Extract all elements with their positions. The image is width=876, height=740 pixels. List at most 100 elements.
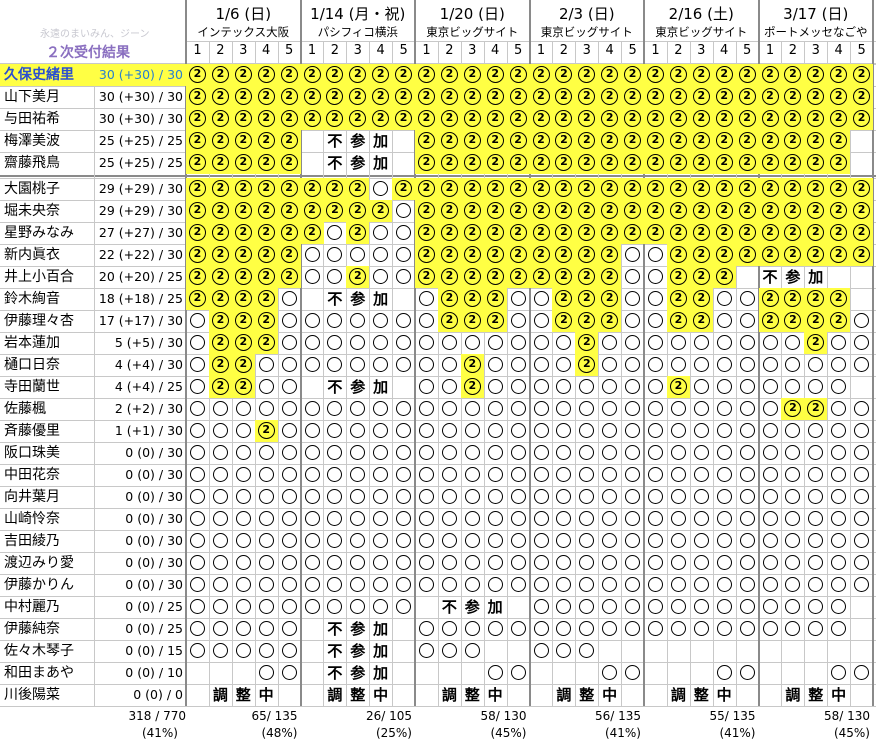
slot-mark bbox=[369, 486, 392, 508]
slot-mark bbox=[461, 662, 484, 684]
slot-mark bbox=[278, 486, 301, 508]
slot-mark bbox=[461, 420, 484, 442]
slot-mark bbox=[507, 420, 530, 442]
member-score: 0 (0) / 10 bbox=[125, 665, 183, 680]
slot-mark bbox=[530, 574, 553, 596]
slot-mark: 2 bbox=[689, 222, 713, 244]
slot-mark bbox=[530, 442, 553, 464]
slot-mark: 2 bbox=[552, 152, 576, 174]
lost-mark bbox=[419, 511, 434, 526]
slot-mark bbox=[713, 530, 736, 552]
slot-mark: 2 bbox=[483, 200, 507, 222]
won-mark: 2 bbox=[532, 66, 550, 83]
lost-mark bbox=[327, 511, 343, 526]
slot-mark bbox=[415, 354, 438, 376]
slot-mark bbox=[804, 552, 827, 574]
won-mark: 2 bbox=[692, 132, 710, 149]
member-name: 渡辺みり愛 bbox=[4, 555, 74, 571]
slot-mark bbox=[278, 596, 301, 618]
slot-mark: 2 bbox=[758, 178, 782, 200]
lost-mark bbox=[602, 489, 618, 504]
slot-mark bbox=[713, 486, 736, 508]
slot-number: 3 bbox=[239, 43, 248, 58]
slot-mark bbox=[232, 552, 255, 574]
slot-mark bbox=[667, 662, 690, 684]
slot-mark bbox=[438, 486, 461, 508]
slot-mark bbox=[713, 398, 736, 420]
lost-mark bbox=[670, 357, 686, 372]
slot-mark bbox=[713, 552, 736, 574]
slot-mark bbox=[392, 152, 415, 174]
lost-mark bbox=[350, 577, 366, 592]
won-mark: 2 bbox=[509, 224, 527, 241]
lost-mark bbox=[579, 577, 595, 592]
slot-mark: 2 bbox=[804, 130, 828, 152]
slot-mark: 2 bbox=[415, 86, 438, 108]
slot-mark bbox=[255, 354, 278, 376]
won-mark: 2 bbox=[486, 66, 504, 83]
slot-mark: 2 bbox=[552, 178, 576, 200]
slot-line bbox=[552, 41, 554, 706]
slot-mark bbox=[736, 398, 759, 420]
slot-mark bbox=[690, 552, 713, 574]
slot-mark bbox=[301, 420, 324, 442]
slot-mark bbox=[598, 354, 621, 376]
lost-mark bbox=[739, 621, 755, 636]
won-mark: 2 bbox=[486, 224, 504, 241]
slot-mark bbox=[255, 376, 278, 398]
slot-mark bbox=[255, 442, 278, 464]
slot-mark bbox=[804, 596, 827, 618]
lost-mark bbox=[785, 533, 801, 548]
slot-mark: 2 bbox=[483, 244, 507, 266]
lost-mark bbox=[556, 357, 572, 372]
lost-mark bbox=[625, 555, 641, 570]
lost-mark bbox=[808, 599, 824, 614]
slot-mark bbox=[644, 486, 667, 508]
slot-mark bbox=[759, 420, 782, 442]
slot-mark bbox=[621, 464, 644, 486]
slot-mark bbox=[621, 310, 644, 332]
lost-mark bbox=[716, 357, 732, 372]
slot-mark bbox=[186, 574, 209, 596]
slot-mark bbox=[736, 464, 759, 486]
slot-mark: 2 bbox=[712, 200, 736, 222]
lost-mark bbox=[854, 577, 870, 592]
lost-mark bbox=[808, 489, 824, 504]
slot-mark: 2 bbox=[689, 86, 713, 108]
lost-mark bbox=[579, 643, 595, 658]
lost-mark bbox=[419, 357, 434, 372]
slot-mark: 2 bbox=[644, 130, 667, 152]
footer-pct: (45%) bbox=[833, 726, 870, 740]
lost-mark bbox=[625, 489, 641, 504]
slot-mark: 加 bbox=[369, 288, 392, 310]
won-mark: 2 bbox=[234, 246, 252, 263]
lost-mark bbox=[808, 467, 824, 482]
slot-mark bbox=[346, 508, 369, 530]
slot-mark bbox=[461, 618, 484, 640]
slot-mark bbox=[507, 288, 530, 310]
lost-mark bbox=[762, 621, 778, 636]
won-mark: 2 bbox=[601, 180, 619, 197]
slot-mark bbox=[804, 640, 827, 662]
member-score: 30 (+30) / 30 bbox=[98, 89, 183, 104]
lost-mark bbox=[235, 577, 251, 592]
slot-mark: 2 bbox=[506, 108, 530, 130]
won-mark: 2 bbox=[692, 110, 710, 127]
lost-mark bbox=[625, 621, 641, 636]
slot-mark bbox=[759, 530, 782, 552]
member-name: 中村麗乃 bbox=[4, 599, 60, 615]
won-mark: 2 bbox=[509, 132, 527, 149]
slot-mark bbox=[667, 596, 690, 618]
lost-mark bbox=[212, 599, 228, 614]
slot-mark bbox=[461, 508, 484, 530]
lost-mark bbox=[281, 489, 297, 504]
adjust-label: 整 bbox=[808, 686, 824, 704]
lost-mark bbox=[533, 643, 549, 658]
won-mark: 2 bbox=[601, 224, 619, 241]
slot-mark: 2 bbox=[781, 178, 805, 200]
slot-mark bbox=[507, 464, 530, 486]
lost-mark bbox=[808, 445, 824, 460]
won-mark: 2 bbox=[692, 312, 710, 329]
won-mark: 2 bbox=[578, 224, 596, 241]
slot-mark: 2 bbox=[529, 222, 553, 244]
